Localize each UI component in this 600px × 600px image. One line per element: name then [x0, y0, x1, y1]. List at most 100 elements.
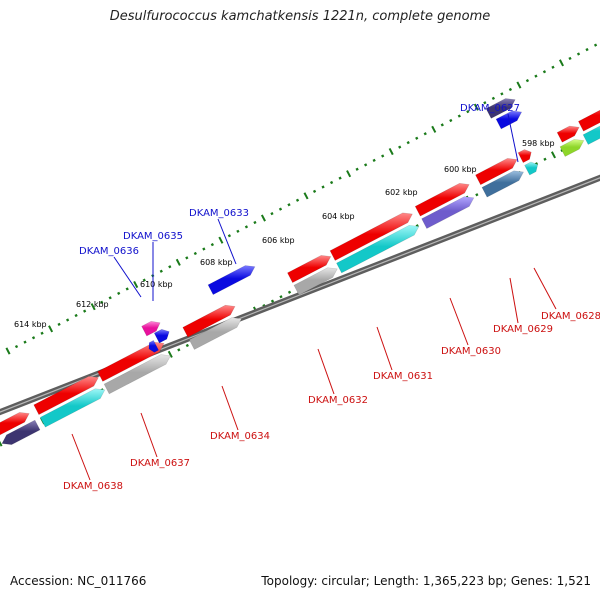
scale-tick-minor [236, 229, 240, 233]
scale-tick-major [167, 350, 173, 358]
scale-tick-minor [185, 256, 189, 260]
scale-tick-minor [372, 158, 376, 163]
gene-arrow [39, 388, 106, 428]
scale-tick-minor [253, 220, 257, 225]
scale-tick-major [550, 151, 556, 159]
accession-text: Accession: NC_011766 [10, 574, 147, 588]
gene-arrow [421, 196, 475, 229]
gene-arrow [33, 375, 99, 416]
gene-label: DKAM_0634 [210, 431, 270, 442]
scale-tick-label: 610 kbp [140, 280, 173, 289]
gene-leader-line [317, 348, 335, 395]
scale-tick-major [346, 170, 352, 178]
gene-label: DKAM_0629 [493, 324, 553, 335]
scale-tick-major [5, 347, 11, 355]
scale-tick-major [516, 81, 522, 89]
gene-arrow [329, 212, 413, 261]
gene-arrow [287, 255, 332, 284]
scale-tick-minor [321, 185, 325, 189]
scale-tick-minor [108, 296, 112, 300]
gene-label: DKAM_0628 [541, 311, 600, 322]
gene-arrow [517, 149, 532, 163]
scale-tick-label: 600 kbp [444, 165, 477, 174]
scale-tick-label: 612 kbp [76, 300, 109, 309]
scale-tick-minor [491, 96, 495, 100]
gene-label: DKAM_0636 [79, 246, 139, 257]
scale-tick-minor [312, 189, 317, 194]
gene-label: DKAM_0627 [460, 103, 520, 114]
gene-arrow [481, 170, 525, 198]
scale-tick-minor [500, 92, 504, 96]
gene-leader-line [449, 297, 469, 346]
gene-arrow [148, 339, 159, 353]
scale-tick-label: 608 kbp [200, 258, 233, 267]
scale-tick-minor [449, 118, 453, 123]
scale-tick-minor [576, 52, 581, 56]
gene-label: DKAM_0635 [123, 231, 183, 242]
scale-tick-major [260, 214, 266, 222]
gene-label: DKAM_0633 [189, 208, 249, 219]
gene-arrow [556, 125, 580, 143]
scale-tick-minor [83, 309, 87, 313]
gene-leader-line [221, 385, 239, 431]
gene-arrow [559, 139, 585, 157]
gene-leader-line [217, 218, 237, 265]
scale-tick-minor [100, 300, 104, 304]
gene-arrow [1, 419, 41, 445]
gene-arrow [475, 158, 518, 186]
scale-tick-minor [23, 340, 27, 344]
scale-tick-minor [168, 265, 172, 269]
scale-tick-major [48, 325, 54, 333]
scale-tick-minor [117, 291, 121, 295]
gene-leader-line [376, 326, 393, 371]
scale-tick-minor [338, 176, 342, 180]
scale-tick-minor [398, 145, 402, 149]
scale-tick-minor [193, 251, 197, 256]
scale-tick-minor [381, 154, 385, 158]
scale-tick-minor [406, 141, 410, 145]
gene-arrow [188, 317, 242, 350]
gene-arrow [414, 182, 470, 217]
scale-tick-minor [244, 225, 249, 229]
gene-leader-line [71, 433, 91, 481]
scale-tick-major [431, 125, 437, 133]
gene-arrow [485, 98, 516, 119]
scale-tick-major [473, 103, 479, 111]
gene-arrow [524, 161, 539, 176]
scale-tick-minor [508, 87, 513, 92]
gene-label: DKAM_0632 [308, 395, 368, 406]
scale-tick-minor [466, 110, 470, 114]
scale-tick-minor [287, 290, 292, 294]
scale-tick-major [175, 258, 181, 266]
scale-tick-minor [31, 336, 36, 340]
scale-tick-major [90, 303, 96, 311]
genome-summary-text: Topology: circular; Length: 1,365,223 bp… [261, 574, 591, 588]
gene-arrow [293, 267, 338, 296]
gene-arrow [577, 109, 600, 132]
gene-label: DKAM_0630 [441, 346, 501, 357]
scale-tick-minor [159, 269, 163, 273]
scale-tick-minor [65, 318, 70, 322]
map-title: Desulfurococcus kamchatkensis 1221n, com… [109, 9, 491, 24]
scale-tick-label: 614 kbp [14, 320, 47, 329]
scale-tick-minor [185, 343, 189, 348]
scale-tick-major [303, 192, 309, 200]
scale-tick-minor [57, 322, 61, 327]
gene-label: DKAM_0638 [63, 481, 123, 492]
scale-tick-minor [543, 157, 547, 161]
scale-tick-major [0, 440, 3, 447]
scale-tick-minor [278, 207, 283, 211]
scale-tick-minor [593, 43, 598, 47]
scale-tick-label: 602 kbp [385, 188, 418, 197]
scale-tick-minor [534, 74, 538, 78]
gene-arrow [97, 341, 165, 382]
gene-leader-line [509, 277, 519, 324]
scale-tick-label: 606 kbp [262, 236, 295, 245]
scale-tick-label: 598 kbp [522, 139, 555, 148]
scale-tick-minor [270, 299, 275, 303]
scale-tick-major [558, 59, 564, 67]
gene-leader-line [533, 267, 557, 310]
scale-tick-minor [415, 136, 419, 140]
